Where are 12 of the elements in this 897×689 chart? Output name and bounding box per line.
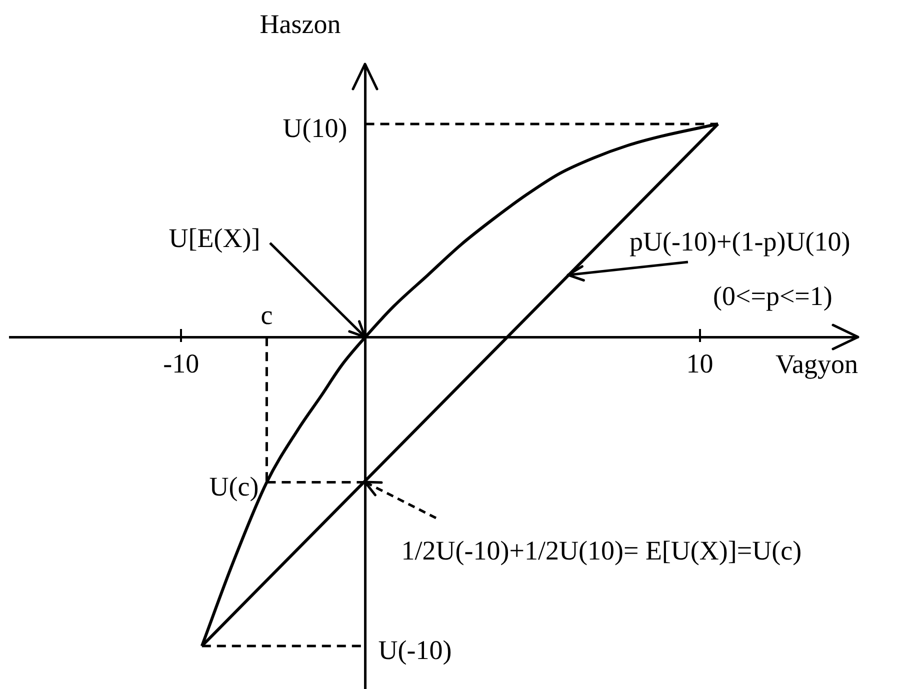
annotation: c [260,300,273,330]
x-tick-label: 10 [686,348,714,378]
x-tick-label: -10 [163,348,200,378]
annotation: (0<=p<=1) [713,281,832,312]
annotation: pU(-10)+(1-p)U(10) [630,226,850,256]
annotation: U(-10) [378,635,452,666]
annotation: 1/2U(-10)+1/2U(10)= E[U(X)]=U(c) [401,535,802,566]
x-axis-title: Vagyon [776,349,858,380]
annotation: U[E(X)] [168,223,260,254]
annotation: U(10) [282,113,348,144]
y-axis-title: Haszon [260,9,342,40]
annotation: U(c) [209,471,259,502]
